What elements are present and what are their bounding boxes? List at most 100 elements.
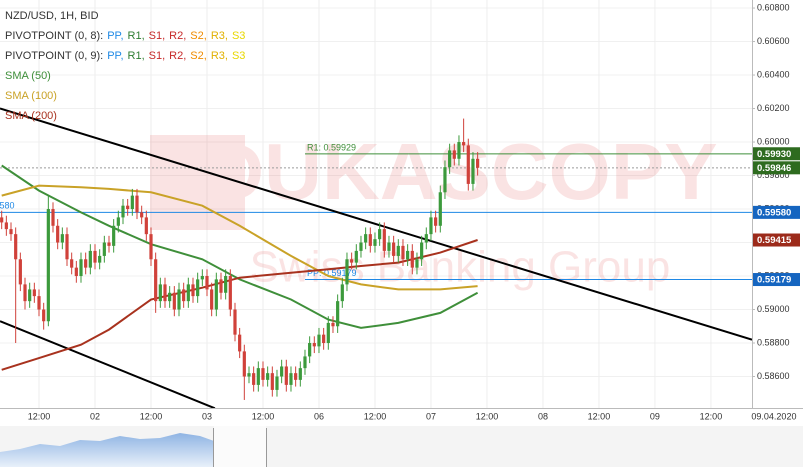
candle-body xyxy=(149,234,153,260)
x-tick-label: 09.04.2020 xyxy=(751,411,796,421)
candle-body xyxy=(9,229,13,235)
axes: 0.60800 0.60600 0.60400 0.60200 0.60000 0.598… xyxy=(28,2,800,421)
pivot-legend-prefix: PIVOTPOINT (0, 8): xyxy=(5,30,103,42)
candle-body xyxy=(359,242,363,251)
candle-body xyxy=(130,195,134,210)
candle-body xyxy=(434,217,438,226)
candle-body xyxy=(336,301,340,327)
candle-body xyxy=(168,292,172,302)
candle-body xyxy=(28,289,32,302)
x-tick-label: 06 xyxy=(314,411,324,421)
pivot-legend-item: S1, xyxy=(149,30,166,42)
candle-body xyxy=(70,259,74,268)
legend-entry: SMA (100) xyxy=(5,90,57,102)
pivot-legend-item: R1, xyxy=(128,30,145,42)
candle-body xyxy=(4,222,8,230)
candle-body xyxy=(191,284,195,297)
candle-body xyxy=(98,255,102,263)
candle-body xyxy=(378,229,382,240)
candle-body xyxy=(424,234,428,243)
y-tick-label: 0.59000 xyxy=(757,304,790,314)
candle-body xyxy=(88,250,92,268)
candle-body xyxy=(308,343,312,357)
candle-body xyxy=(387,242,391,251)
candle-body xyxy=(476,158,480,168)
chart-title: NZD/USD, 1H, BID xyxy=(5,10,99,22)
x-tick-label: 12:00 xyxy=(588,411,611,421)
level-label: PP: 0.59179 xyxy=(307,268,357,278)
candle-body xyxy=(196,279,200,297)
candle-body xyxy=(303,356,307,369)
x-tick-label: 12:00 xyxy=(28,411,51,421)
y-tick-label: 0.58600 xyxy=(757,371,790,381)
y-tick-label: 0.60200 xyxy=(757,103,790,113)
candle-body xyxy=(37,296,41,310)
candle-body xyxy=(154,259,158,302)
candle-body xyxy=(457,142,461,159)
candle-body xyxy=(322,334,326,344)
y-tick-label: 0.60000 xyxy=(757,136,790,146)
candle-body xyxy=(233,309,237,335)
pivot-legend-item: PP, xyxy=(107,30,123,42)
pivot-legend-item: S2, xyxy=(190,30,207,42)
candle-body xyxy=(205,276,209,290)
candle-body xyxy=(79,259,83,277)
candle-body xyxy=(364,234,368,243)
candle-body xyxy=(107,242,111,246)
candle-body xyxy=(42,309,46,322)
candle-body xyxy=(462,142,466,146)
legend-entry: SMA (200) xyxy=(5,110,57,122)
candle-body xyxy=(270,373,274,390)
y-tick-label: 0.60800 xyxy=(757,2,790,12)
candle-body xyxy=(126,205,130,210)
navigator-area xyxy=(0,433,214,467)
price-label: 0.59179 xyxy=(757,275,791,286)
candle-body xyxy=(280,366,284,377)
candle-body xyxy=(112,225,116,246)
pivot-legend-item: R1, xyxy=(128,50,145,62)
candle-body xyxy=(65,234,69,260)
watermark: DUKASCOPY Swiss Banking Group xyxy=(150,127,718,292)
x-tick-label: 12:00 xyxy=(140,411,163,421)
candle-body xyxy=(56,225,60,243)
candle-body xyxy=(354,250,358,263)
candle-body xyxy=(466,145,470,184)
candle-body xyxy=(438,192,442,226)
watermark-title: DUKASCOPY xyxy=(206,127,717,216)
candle-body xyxy=(74,267,78,277)
price-label-box xyxy=(753,147,800,161)
candle-body xyxy=(326,322,330,344)
y-tick-label: 0.60600 xyxy=(757,36,790,46)
candle-body xyxy=(275,376,279,390)
pivot-legend: PIVOTPOINT (0, 8): PP, R1, S1, R2, S2, R3, S3 xyxy=(5,30,245,42)
candle-body xyxy=(163,284,167,302)
pivot-legend: PIVOTPOINT (0, 9): PP, R1, S1, R2, S2, R3, S3 xyxy=(5,50,245,62)
candle-body xyxy=(224,276,228,293)
candle-body xyxy=(350,259,354,263)
candle-body xyxy=(200,276,204,280)
watermark-logo xyxy=(150,135,245,230)
pivot-legend-item: S3 xyxy=(232,50,245,62)
candle-body xyxy=(60,234,64,243)
candle-body xyxy=(14,234,18,260)
candle-body xyxy=(294,373,298,380)
x-tick-label: 12:00 xyxy=(476,411,499,421)
candle-body xyxy=(317,334,321,347)
legend-entry: SMA (50) xyxy=(5,70,51,82)
candle-body xyxy=(172,292,176,310)
navigator-window[interactable] xyxy=(214,426,266,467)
candle-body xyxy=(373,239,377,246)
candle-body xyxy=(415,259,419,268)
candle-body xyxy=(102,242,106,256)
candle-body xyxy=(401,245,405,260)
candle-body xyxy=(144,217,148,235)
candle-body xyxy=(238,334,242,352)
candle-body xyxy=(331,322,335,327)
level-label: 0.59580 xyxy=(0,201,15,211)
pivot-legend-item: R2, xyxy=(169,50,186,62)
price-label-box xyxy=(753,233,800,247)
y-tick-label: 0.60400 xyxy=(757,69,790,79)
sma-line xyxy=(1,164,479,329)
